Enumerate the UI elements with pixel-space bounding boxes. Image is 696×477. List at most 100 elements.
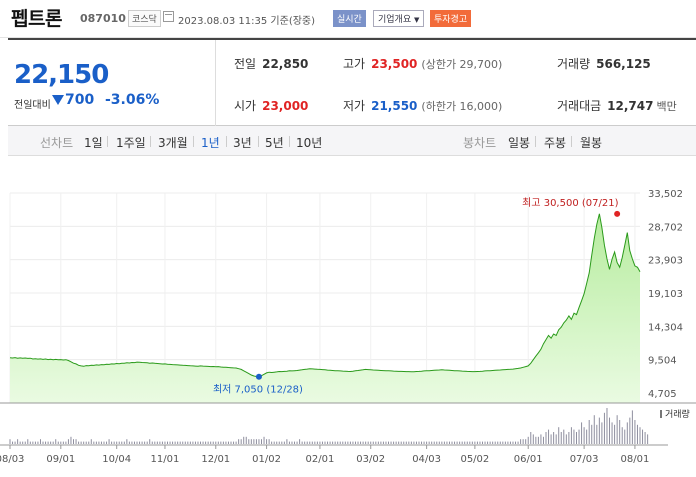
calendar-icon [163,11,174,22]
volume-bar [591,424,593,444]
volume-bar [296,441,298,444]
volume-bar [301,441,303,444]
open-value: 23,000 [262,99,309,113]
volume-bar [408,441,410,444]
volume-bar [393,441,395,444]
tab-3m[interactable]: 3개월 [158,136,188,150]
volume-bar [537,436,539,444]
volume-bar [586,429,588,444]
volume-bar [80,441,82,444]
volume-bar [230,441,232,444]
x-tick-label: 03/02 [356,454,385,465]
volume-bar [497,441,499,444]
volume-bar [238,439,240,444]
volume-bar [563,429,565,444]
volume-bar [83,441,85,444]
volume-bar [263,436,265,444]
volume-bar [631,410,633,444]
volume-bar [243,436,245,444]
volume-bar [476,441,478,444]
volume-bar [116,441,118,444]
stock-name: 펩트론 [11,8,62,30]
volume-bar [334,441,336,444]
tab-monthly[interactable]: 월봉 [580,136,603,150]
volume-bar [441,441,443,444]
volume-bar [431,441,433,444]
change-percent: -3.06% [105,92,160,108]
tab-10y[interactable]: 10년 [296,136,323,150]
volume-bar [365,441,367,444]
volume-bar [14,441,16,444]
volume-bar [388,441,390,444]
volume-bar [443,441,445,444]
volume-bar [299,439,301,444]
volume-bar [278,441,280,444]
tab-1y[interactable]: 1년 [201,136,220,150]
tab-1d[interactable]: 1일 [84,136,103,150]
stock-header: 펩트론 087010 코스닥 2023.08.03 11:35 기준(장중) 실… [0,0,696,38]
volume-bar [159,441,161,444]
volume-bar [354,441,356,444]
volume-bar [88,441,90,444]
volume-bar [542,436,544,444]
volume-bar [636,424,638,444]
volume-bar [367,441,369,444]
volume-bar [469,441,471,444]
y-tick-label: 33,502 [648,189,683,200]
quote-panel: 22,150 전일대비 700 -3.06% 전일 22,850 고가 23,500… [8,38,696,126]
volume-bar [197,441,199,444]
tab-5y[interactable]: 5년 [265,136,284,150]
volume-bar [634,420,636,444]
volume-bar [629,417,631,444]
price-line [9,213,641,378]
volume-bar [146,441,148,444]
volume-bar [60,441,62,444]
volume-bar [50,441,52,444]
company-info-dropdown[interactable]: 기업개요 ▼ [373,10,425,27]
volume-bar [106,441,108,444]
volume-bar [626,422,628,444]
y-tick-label: 9,504 [648,356,677,367]
volume-bar [492,441,494,444]
volume-bar [360,441,362,444]
volume-bar [306,441,308,444]
high-label: 고가 [343,57,366,71]
volume-bar [471,441,473,444]
volume-bar [156,441,158,444]
volume-bar [575,432,577,444]
volume-bar [154,441,156,444]
volume-bar [207,441,209,444]
tab-daily[interactable]: 일봉 [508,136,531,150]
volume-bar [644,432,646,444]
tab-weekly[interactable]: 주봉 [544,136,567,150]
x-tick-label: 02/01 [306,454,335,465]
volume-bar [370,441,372,444]
volume-bar [227,441,229,444]
volume-bar [487,441,489,444]
volume-bar [357,441,359,444]
tab-1w[interactable]: 1주일 [116,136,146,150]
volume-bar [98,441,100,444]
volume-bar [172,441,174,444]
volume-bar [395,441,397,444]
volume-bar [321,441,323,444]
open-price: 시가 23,000 [234,97,308,114]
volume-bar [448,441,450,444]
volume-bar [235,441,237,444]
volume-bar [141,441,143,444]
volume: 거래량 566,125 [557,55,651,72]
volume-bar [598,417,600,444]
volume-bar [603,412,605,444]
change-label: 전일대비 [14,100,51,111]
realtime-button[interactable]: 실시간 [333,10,366,27]
tab-divider [107,136,108,147]
volume-bar [139,441,141,444]
tab-3y[interactable]: 3년 [233,136,252,150]
volume-bar [281,441,283,444]
volume-bar [260,439,262,444]
x-tick-label: 11/01 [151,454,180,465]
volume-bar [164,441,166,444]
volume-bar [215,441,217,444]
volume-bar [55,439,57,444]
down-triangle-icon [52,95,64,105]
